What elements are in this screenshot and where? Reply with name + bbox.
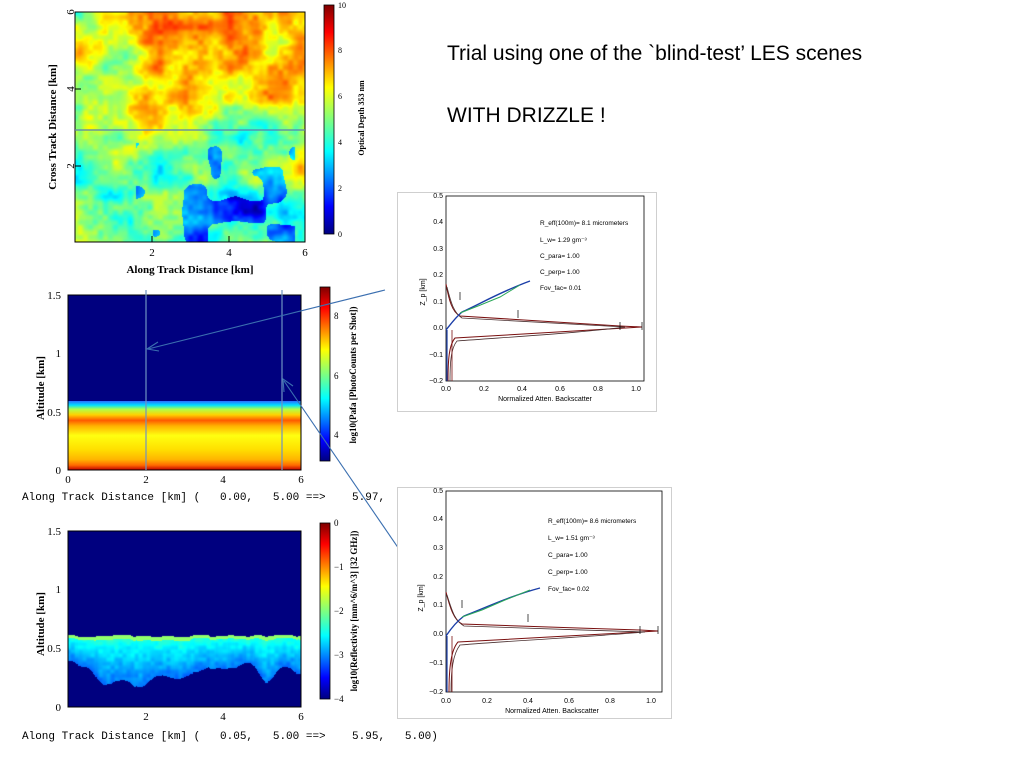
profile-bottom-xtick: 0.2 — [482, 698, 492, 705]
map-ytick: 6 — [65, 9, 77, 15]
profile-top-ytick: 0.3 — [433, 246, 443, 253]
map-xtick: 6 — [302, 247, 308, 259]
radar-xtick: 2 — [143, 711, 149, 723]
profile-bottom-annotation: L_w= 1.51 gm⁻³ — [548, 535, 595, 542]
lidar-ytick: 1.5 — [47, 290, 61, 302]
map-xtick: 4 — [226, 247, 232, 259]
profile-top-xtick: 0.0 — [441, 386, 451, 393]
radar-ytick: 0 — [56, 702, 62, 714]
profile-top-annotation: C_perp= 1.00 — [540, 269, 580, 276]
profile-bottom-ytick: −0.2 — [429, 689, 443, 696]
slide-heading: Trial using one of the `blind-test’ LES … — [447, 42, 863, 65]
profile-bottom-ytick: −0.1 — [429, 660, 443, 667]
profile-bottom-annotation: C_para= 1.00 — [548, 552, 588, 559]
radar-cbar-label: log10(Reflectivity [mm^6/m^3] [32 GHz]) — [349, 531, 359, 692]
radar-cbar-tick: −1 — [334, 562, 344, 572]
radar-xtick: 6 — [298, 711, 304, 723]
profile-top-xtick: 0.4 — [517, 386, 527, 393]
optical-depth-map-image — [75, 12, 305, 242]
profile-bottom-ytick: 0.4 — [433, 516, 443, 523]
profile-top-frame — [397, 192, 657, 412]
profile-top-annotation: R_eff(100m)= 8.1 micrometers — [540, 220, 629, 227]
profile-top-ytick: 0.4 — [433, 219, 443, 226]
profile-top-annotation: C_para= 1.00 — [540, 253, 580, 260]
map-cbar-tick: 0 — [338, 230, 342, 239]
lidar-ytick: 0 — [56, 465, 62, 477]
radar-curtain-image — [68, 531, 301, 707]
profile-bottom-ytick: 0.2 — [433, 574, 443, 581]
profile-top-ytick: 0.1 — [433, 299, 443, 306]
map-ylabel: Cross Track Distance [km] — [47, 64, 59, 190]
radar-ytick: 1.5 — [47, 526, 61, 538]
map-ytick: 2 — [65, 163, 77, 169]
profile-bottom-ytick: 0.5 — [433, 488, 443, 495]
slide-subheading: WITH DRIZZLE ! — [447, 104, 606, 127]
lidar-xtick: 2 — [143, 474, 149, 486]
profile-bottom-xtick: 0.8 — [605, 698, 615, 705]
profile-top-annotation: L_w= 1.29 gm⁻³ — [540, 237, 587, 244]
map-xtick: 2 — [149, 247, 155, 259]
profile-top-xtick: 0.2 — [479, 386, 489, 393]
map-cbar-tick: 10 — [338, 1, 346, 10]
radar-ytick: 0.5 — [47, 643, 61, 655]
map-cbar-tick: 6 — [338, 92, 342, 101]
map-xlabel: Along Track Distance [km] — [126, 264, 253, 276]
profile-top-ytick: −0.2 — [429, 378, 443, 385]
profile-top-ytick: 0.0 — [433, 325, 443, 332]
lidar-cbar-label: log10(Pafa [PhotoCounts per Shot]) — [348, 306, 358, 443]
profile-top-xtick: 0.8 — [593, 386, 603, 393]
profile-bottom-annotation: Fov_fac= 0.02 — [548, 586, 590, 593]
radar-ytick: 1 — [56, 584, 62, 596]
lidar-xtick: 0 — [65, 474, 71, 486]
radar-ylabel: Altitude [km] — [35, 592, 47, 656]
profile-bottom-xtick: 0.4 — [523, 698, 533, 705]
profile-top-ytick: 0.5 — [433, 193, 443, 200]
profile-top-ytick: −0.1 — [429, 352, 443, 359]
radar-caption: Along Track Distance [km] ( 0.05, 5.00 =… — [22, 731, 438, 743]
profile-bottom-xtick: 0.0 — [441, 698, 451, 705]
profile-top-xtick: 1.0 — [631, 386, 641, 393]
lidar-cbar-tick: 6 — [334, 371, 339, 381]
radar-cbar-tick: −2 — [334, 606, 344, 616]
lidar-xtick: 4 — [220, 474, 226, 486]
profile-bottom-frame — [397, 487, 672, 719]
lidar-xtick: 6 — [298, 474, 304, 486]
lidar-cbar-tick: 8 — [334, 311, 339, 321]
profile-bottom-xtick: 1.0 — [646, 698, 656, 705]
profile-bottom-xtick: 0.6 — [564, 698, 574, 705]
lidar-cbar-tick: 4 — [334, 430, 339, 440]
lidar-ylabel: Altitude [km] — [35, 356, 47, 420]
map-cbar-tick: 2 — [338, 184, 342, 193]
radar-cbar-tick: 0 — [334, 518, 339, 528]
lidar-ytick: 0.5 — [47, 407, 61, 419]
lidar-ytick: 1 — [56, 348, 62, 360]
profile-top-xtick: 0.6 — [555, 386, 565, 393]
profile-bottom-annotation: R_eff(100m)= 8.6 micrometers — [548, 518, 637, 525]
map-cbar-label: Optical Depth 353 nm — [357, 80, 366, 156]
profile-bottom-ytick: 0.1 — [433, 602, 443, 609]
profile-bottom-xlabel: Normalized Atten. Backscatter — [505, 708, 599, 715]
radar-xtick: 4 — [220, 711, 226, 723]
radar-cbar-tick: −3 — [334, 650, 344, 660]
map-cbar-tick: 8 — [338, 46, 342, 55]
profile-top-ylabel: Z_p [km] — [420, 278, 427, 305]
profile-bottom-ytick: 0.0 — [433, 631, 443, 638]
profile-top-ytick: 0.2 — [433, 272, 443, 279]
map-cbar-tick: 4 — [338, 138, 342, 147]
profile-bottom-ylabel: Z_p [km] — [418, 584, 425, 611]
profile-top-xlabel: Normalized Atten. Backscatter — [498, 396, 592, 403]
profile-top-annotation: Fov_fac= 0.01 — [540, 285, 582, 292]
map-ytick: 4 — [65, 86, 77, 92]
radar-cbar-tick: −4 — [334, 694, 344, 704]
profile-bottom-ytick: 0.3 — [433, 545, 443, 552]
profile-bottom-annotation: C_perp= 1.00 — [548, 569, 588, 576]
